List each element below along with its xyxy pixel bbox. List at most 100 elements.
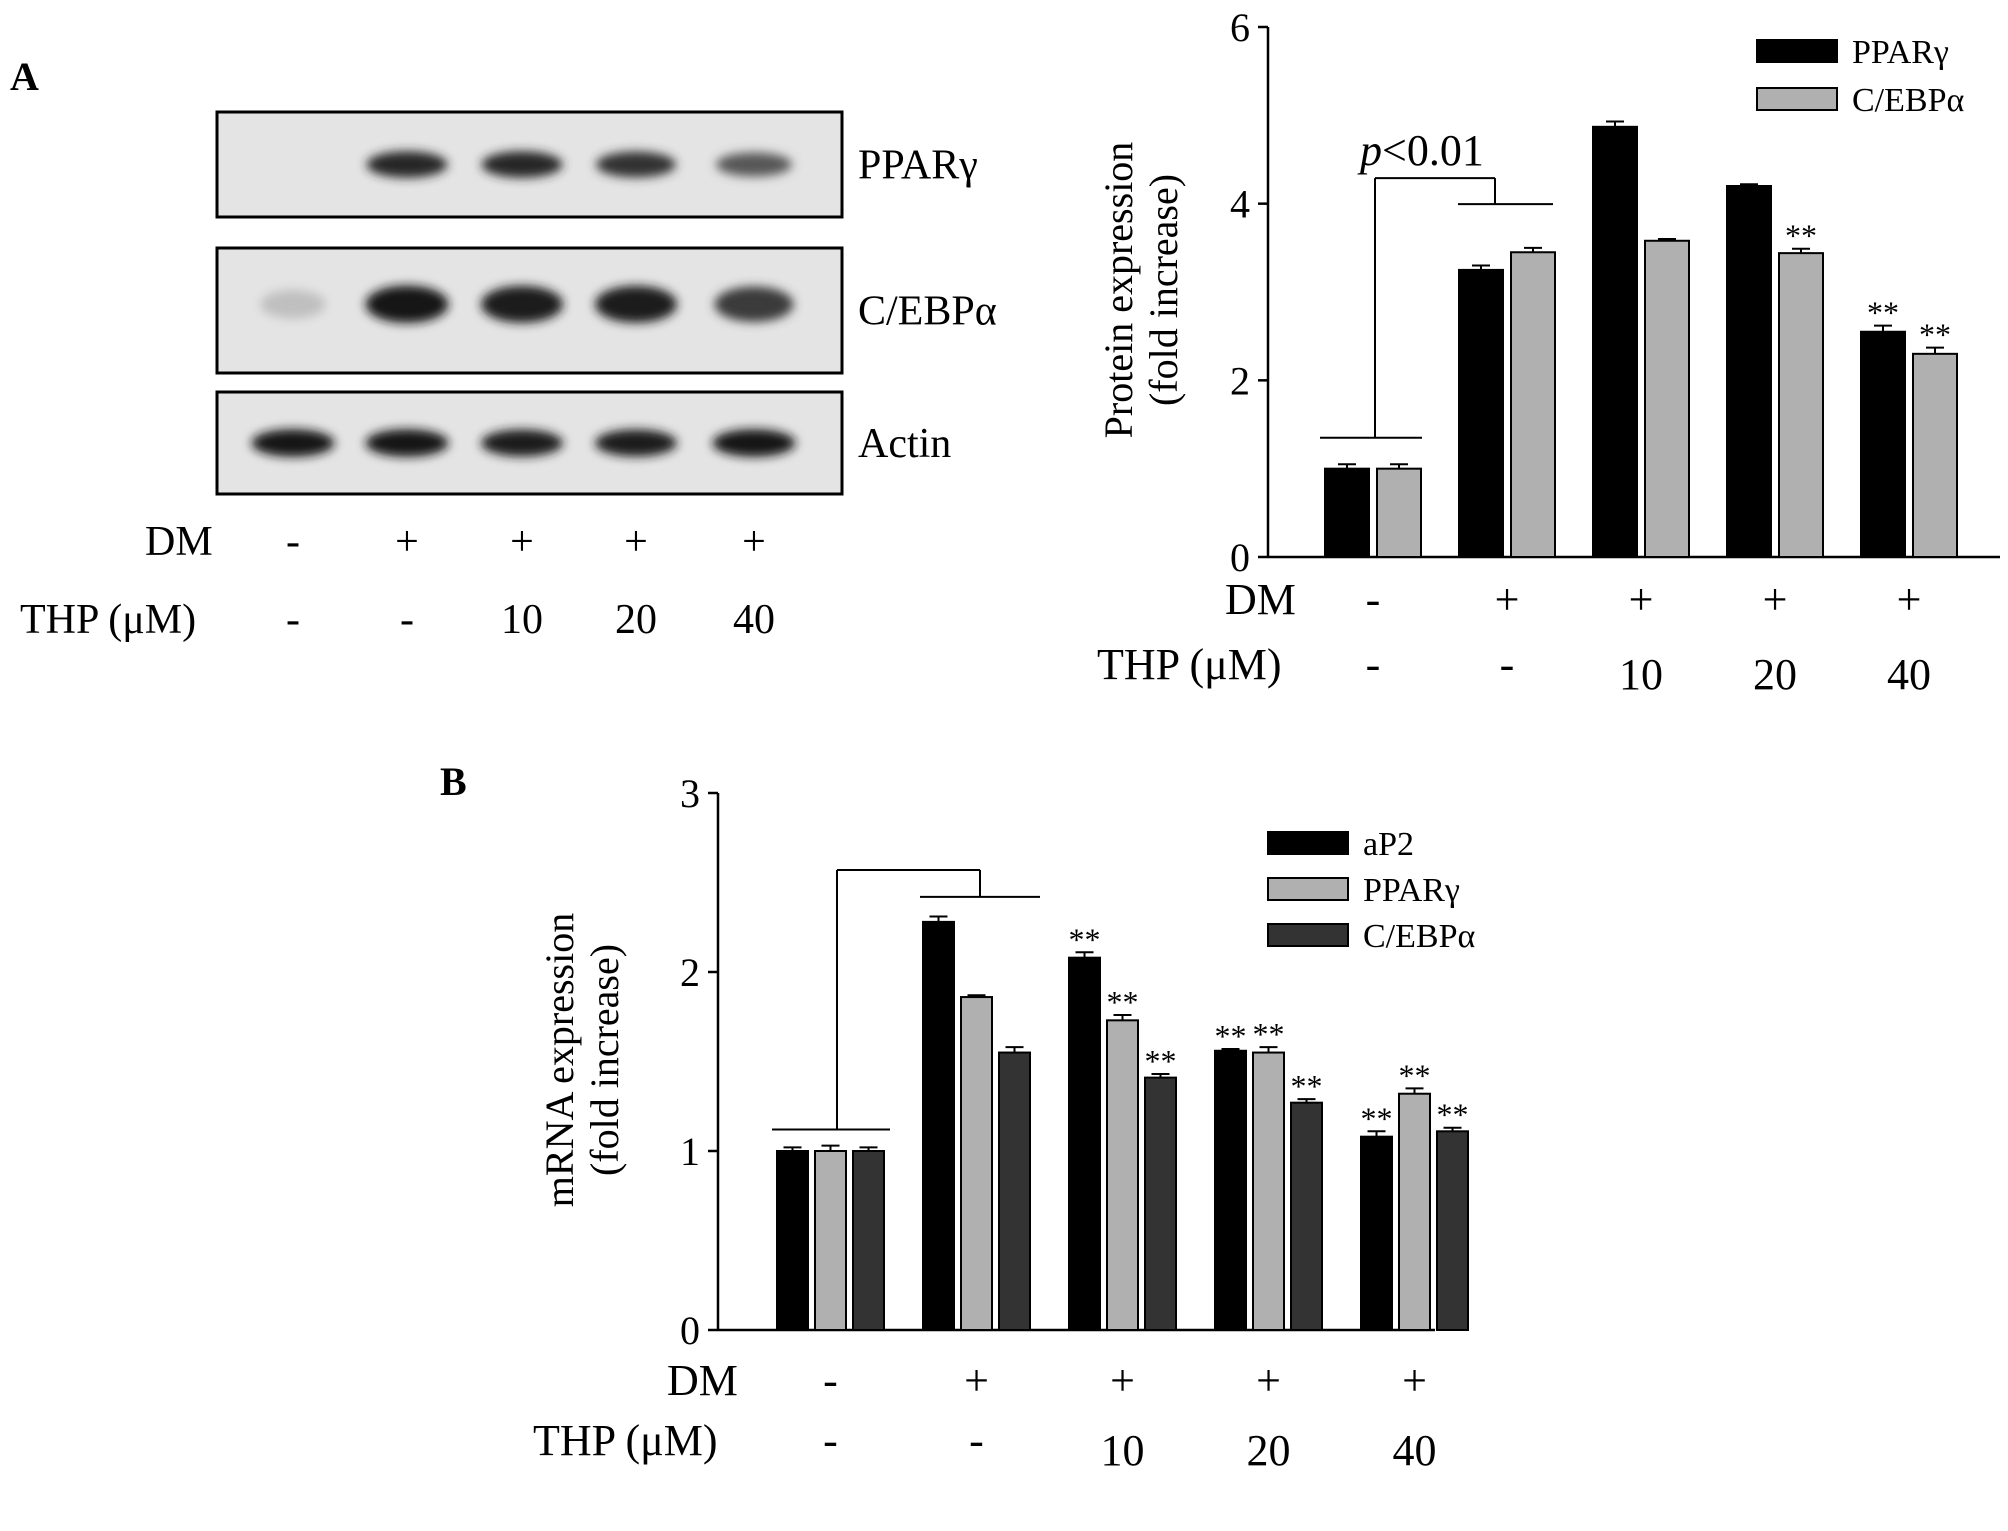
significance-label: ** [1107,984,1139,1020]
blot-band [712,429,796,457]
significance-label: ** [1785,218,1817,254]
bar [1290,1101,1323,1332]
treatment-value: 10 [1619,650,1663,699]
significance-label: ** [1399,1057,1431,1093]
bar [1398,1092,1431,1331]
blot-band [251,429,335,457]
legend-label: aP2 [1363,826,1414,863]
treatment-value: + [1110,1356,1135,1405]
treatment-value: - [1366,640,1381,689]
bar [1376,467,1422,558]
treatment-value: + [742,519,766,565]
panel-b-label: B [440,759,467,804]
treatment-value: + [1763,575,1788,624]
blot-row-label: Actin [858,421,951,467]
y-axis-label: Protein expression [1096,142,1141,439]
treatment-value: 10 [1101,1426,1145,1475]
bar [1360,1135,1393,1332]
y-tick-label: 4 [1230,182,1250,227]
bar [1068,956,1101,1331]
treatment-label: THP (μM) [533,1416,718,1465]
y-tick-label: 2 [680,950,700,995]
bar [1144,1076,1177,1331]
y-tick-label: 1 [680,1129,700,1174]
y-tick-label: 6 [1230,5,1250,50]
blot-band [365,285,449,323]
legend-swatch [1756,87,1838,111]
blot-band [481,429,563,457]
treatment-value: - [823,1356,838,1405]
bar [1214,1049,1247,1331]
treatment-value: - [1500,640,1515,689]
treatment-value: 40 [733,597,775,643]
legend-swatch [1267,877,1349,901]
treatment-value: + [1402,1356,1427,1405]
p-value-annotation: p<0.01 [1357,126,1484,175]
legend-label: C/EBPα [1363,918,1475,955]
treatment-value: + [510,519,534,565]
bar [1644,239,1690,558]
p-value-symbol: p [1357,126,1382,175]
y-tick-label: 3 [680,771,700,816]
bar [1860,330,1906,558]
bar [1778,252,1824,558]
western-blot: PPARγ C/EBPα Actin DM - + + + + THP (μM) - - 10 20 40 [20,110,997,643]
significance-label: ** [1867,295,1899,331]
blot-band [716,152,792,177]
y-axis-label: mRNA expression [537,913,582,1207]
y-tick-label: 0 [680,1308,700,1353]
treatment-value: 40 [1887,650,1931,699]
treatment-label: DM [145,519,213,565]
bar [1458,268,1504,558]
treatment-value: + [1629,575,1654,624]
treatment-label: DM [667,1356,738,1405]
significance-label: ** [1215,1018,1247,1054]
blot-band [481,151,563,178]
bar [960,996,993,1331]
blot-band [596,151,676,178]
legend-label: PPARγ [1363,872,1460,909]
significance-label: ** [1253,1016,1285,1052]
bar [1436,1130,1469,1332]
significance-label: ** [1069,921,1101,957]
significance-label: ** [1145,1043,1177,1079]
treatment-label: DM [1225,575,1296,624]
bar [852,1150,885,1331]
treatment-value: - [823,1416,838,1465]
treatment-value: - [1366,575,1381,624]
treatment-value: 20 [1247,1426,1291,1475]
treatment-value: + [1256,1356,1281,1405]
treatment-value: + [1495,575,1520,624]
blot-row-label: C/EBPα [858,289,997,335]
p-value-text: <0.01 [1382,126,1484,175]
bar [998,1051,1031,1332]
treatment-value: 20 [615,597,657,643]
y-axis-label: (fold increase) [1141,174,1186,406]
bar [814,1150,847,1331]
treatment-value: - [969,1416,984,1465]
significance-label: ** [1919,317,1951,353]
blot-band [481,285,563,323]
bar [1252,1051,1285,1332]
legend-swatch [1267,831,1349,855]
bar [776,1150,809,1331]
legend-swatch [1267,923,1349,947]
significance-label: ** [1291,1068,1323,1104]
y-tick-label: 2 [1230,358,1250,403]
treatment-label: THP (μM) [20,597,196,643]
blot-band [366,151,448,178]
treatment-value: 20 [1753,650,1797,699]
treatment-value: - [286,519,300,565]
bar [1592,125,1638,558]
bar [1324,467,1370,558]
bar [1106,1019,1139,1332]
y-tick-label: 0 [1230,535,1250,580]
legend-label: PPARγ [1852,34,1949,71]
treatment-value: 10 [501,597,543,643]
y-axis-label: (fold increase) [582,944,627,1176]
bar [1912,352,1958,559]
treatment-value: + [395,519,419,565]
chart-protein-expression: 0 2 4 6 Protein expression (fold increase) ** *… [1096,5,2000,699]
